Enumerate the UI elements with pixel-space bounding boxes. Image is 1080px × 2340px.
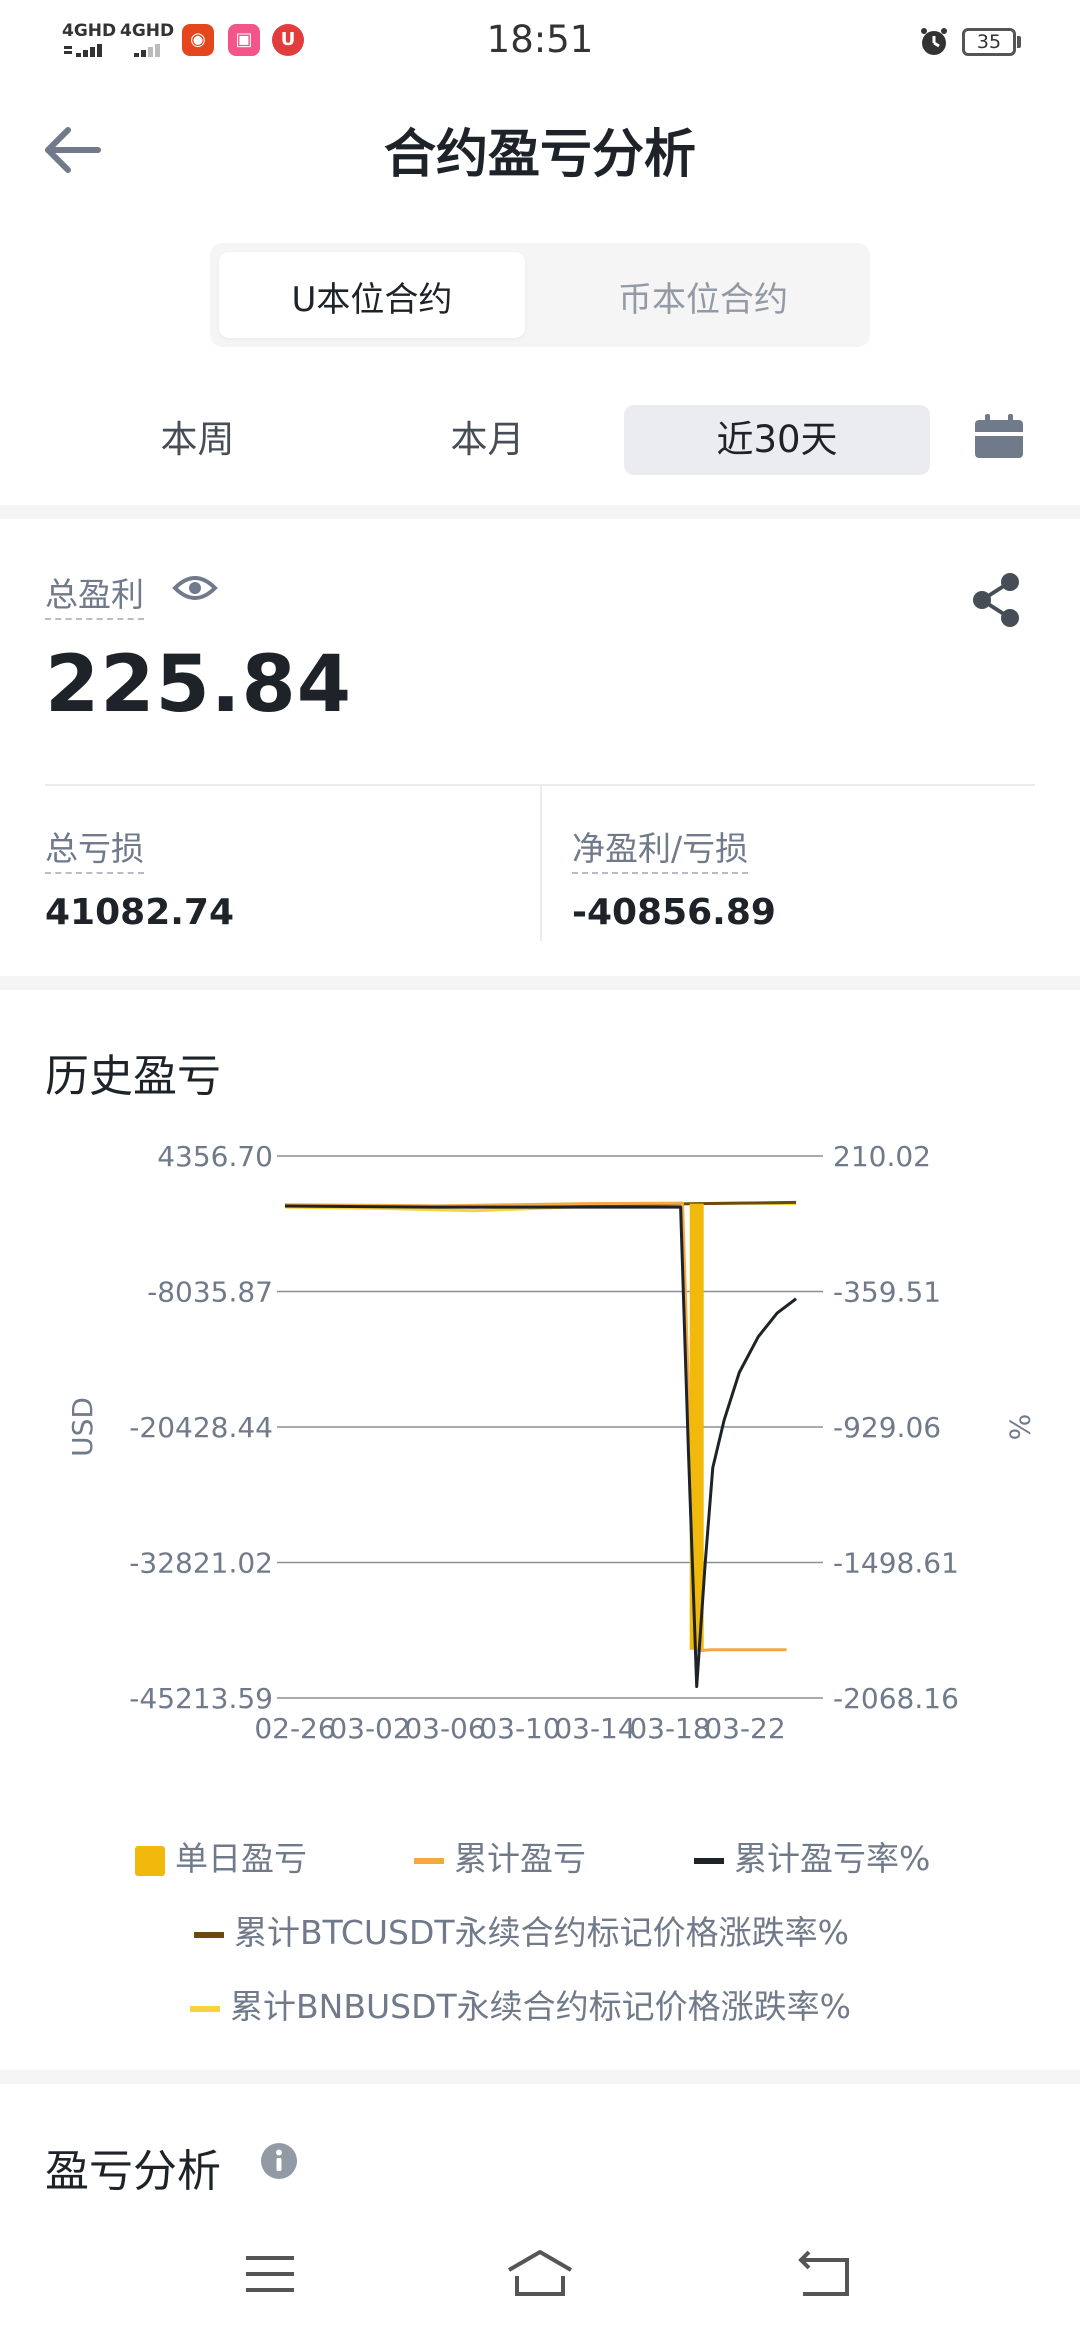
legend-swatch-btc xyxy=(194,1931,224,1938)
bar-daily-pnl xyxy=(689,1203,704,1650)
divider xyxy=(540,786,542,941)
net-pnl-label[interactable]: 净盈利/亏损 xyxy=(572,822,749,874)
y-tick-right: -929.06 xyxy=(833,1411,941,1444)
info-icon[interactable] xyxy=(260,2142,298,2180)
tab-coin-contract[interactable]: 币本位合约 xyxy=(618,280,788,320)
eye-icon[interactable] xyxy=(172,570,218,606)
total-loss-value: 41082.74 xyxy=(45,892,235,933)
history-pnl-title: 历史盈亏 xyxy=(45,1051,221,1102)
y-axis-title-left: USD xyxy=(66,1397,99,1457)
tab-this-week[interactable]: 本周 xyxy=(160,418,235,461)
y-tick-left: 4356.70 xyxy=(157,1140,273,1173)
series-line-2 xyxy=(284,1204,797,1689)
y-tick-right: -2068.16 xyxy=(833,1682,959,1715)
total-loss-label[interactable]: 总亏损 xyxy=(45,822,144,874)
total-profit-label[interactable]: 总盈利 xyxy=(45,568,144,620)
x-tick: 03-22 xyxy=(704,1712,785,1745)
y-tick-left: -32821.02 xyxy=(129,1547,273,1580)
calendar-icon[interactable] xyxy=(973,412,1025,460)
share-icon[interactable] xyxy=(968,570,1024,630)
y-tick-left: -45213.59 xyxy=(129,1682,273,1715)
menu-icon[interactable] xyxy=(242,2252,298,2296)
section-divider xyxy=(0,505,1080,519)
y-tick-right: -1498.61 xyxy=(833,1547,959,1580)
alarm-icon xyxy=(918,26,950,58)
x-tick: 02-26 xyxy=(254,1712,335,1745)
legend-btc[interactable]: 累计BTCUSDT永续合约标记价格涨跌率% xyxy=(194,1906,849,1954)
status-time: 18:51 xyxy=(486,18,594,61)
x-tick: 03-10 xyxy=(479,1712,560,1745)
network-indicator-2: 4GHD xyxy=(120,21,175,41)
net-pnl-value: -40856.89 xyxy=(572,892,776,933)
y-tick-left: -8035.87 xyxy=(147,1276,273,1309)
signal-bars-icon xyxy=(62,42,110,57)
back-icon[interactable] xyxy=(795,2250,855,2298)
battery-icon: 35 xyxy=(962,28,1016,56)
app-notification-icon: U xyxy=(272,24,304,56)
tab-this-month[interactable]: 本月 xyxy=(450,418,525,461)
legend-daily[interactable]: 单日盈亏 xyxy=(135,1832,307,1880)
x-tick: 03-06 xyxy=(404,1712,485,1745)
x-tick: 03-18 xyxy=(629,1712,710,1745)
contract-tab-selected-bg xyxy=(219,252,525,338)
tab-last-30-days[interactable]: 近30天 xyxy=(624,405,930,475)
legend-swatch-daily xyxy=(135,1845,165,1876)
y-tick-right: -359.51 xyxy=(833,1276,941,1309)
total-profit-value: 225.84 xyxy=(45,640,352,730)
pnl-chart: 4356.70 210.02 -8035.87 -359.51 -20428.44 -92… xyxy=(66,1140,1036,1745)
status-bar: 4GHD 4GHD ◉ ▣ U 18:51 35 xyxy=(0,0,1080,80)
pnl-analysis-title: 盈亏分析 xyxy=(45,2146,221,2197)
signal-bars-icon xyxy=(120,42,168,57)
x-tick: 03-02 xyxy=(329,1712,410,1745)
legend-label-bnb: 累计BNBUSDT永续合约标记价格涨跌率% xyxy=(230,1987,851,2026)
legend-label-cum-rate: 累计盈亏率% xyxy=(734,1839,931,1878)
section-divider xyxy=(0,2070,1080,2084)
app-notification-icon: ◉ xyxy=(182,24,214,56)
legend-label-btc: 累计BTCUSDT永续合约标记价格涨跌率% xyxy=(234,1913,849,1952)
page-title: 合约盈亏分析 xyxy=(383,125,696,185)
back-arrow-icon[interactable] xyxy=(40,120,110,180)
legend-cumulative[interactable]: 累计盈亏 xyxy=(414,1832,586,1880)
y-tick-right: 210.02 xyxy=(833,1140,931,1173)
legend-swatch-bnb xyxy=(190,2005,220,2012)
section-divider xyxy=(0,976,1080,990)
legend-swatch-cum-rate xyxy=(694,1857,724,1864)
divider xyxy=(45,784,1035,786)
x-tick: 03-14 xyxy=(554,1712,635,1745)
home-icon[interactable] xyxy=(505,2248,575,2298)
y-axis-title-right: % xyxy=(1003,1414,1036,1441)
battery-tip xyxy=(1017,36,1021,48)
system-nav-bar xyxy=(0,2220,1080,2340)
network-indicator-1: 4GHD xyxy=(62,21,117,41)
legend-bnb[interactable]: 累计BNBUSDT永续合约标记价格涨跌率% xyxy=(190,1980,851,2028)
legend-cum-rate[interactable]: 累计盈亏率% xyxy=(694,1832,930,1880)
app-notification-icon: ▣ xyxy=(228,24,260,56)
y-tick-left: -20428.44 xyxy=(129,1411,273,1444)
legend-label-daily: 单日盈亏 xyxy=(175,1839,307,1878)
legend-swatch-cumulative xyxy=(414,1857,444,1864)
tab-usdt-contract[interactable]: U本位合约 xyxy=(291,280,453,320)
legend-label-cumulative: 累计盈亏 xyxy=(454,1839,586,1878)
